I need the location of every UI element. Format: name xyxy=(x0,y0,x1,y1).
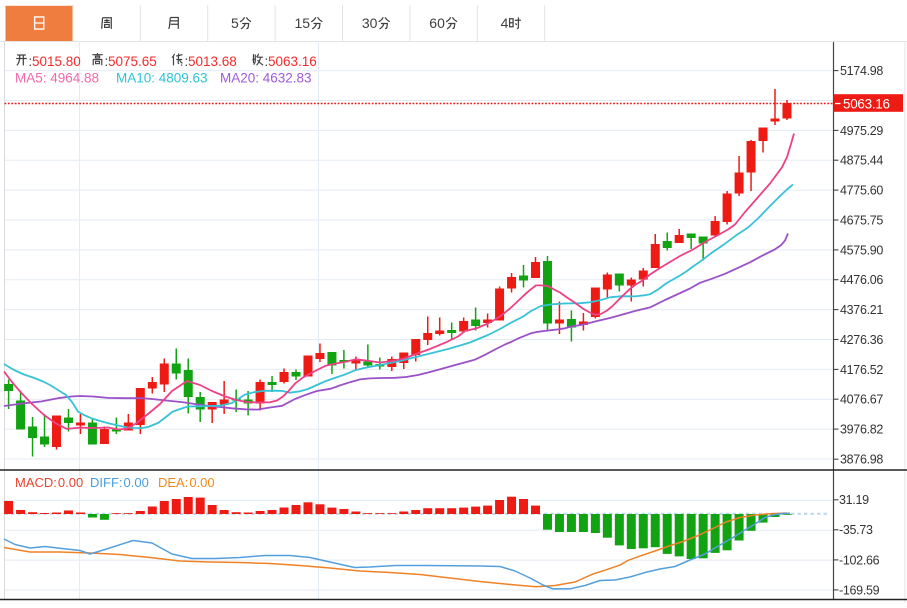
svg-text::: : xyxy=(105,54,109,69)
svg-text:60: 60 xyxy=(429,15,445,31)
svg-text::: : xyxy=(265,54,269,69)
svg-text:4875.44: 4875.44 xyxy=(840,154,883,168)
svg-text:5174.98: 5174.98 xyxy=(840,64,883,78)
svg-text:5063.16: 5063.16 xyxy=(268,54,317,69)
svg-text:DIFF:0.00: DIFF:0.00 xyxy=(90,475,149,490)
svg-text:4575.90: 4575.90 xyxy=(840,243,883,257)
svg-text:4276.36: 4276.36 xyxy=(840,333,883,347)
svg-text::: : xyxy=(185,54,189,69)
svg-text:MA10: 4809.63: MA10: 4809.63 xyxy=(116,70,208,85)
svg-text:3976.82: 3976.82 xyxy=(840,423,883,437)
svg-text:3876.98: 3876.98 xyxy=(840,453,883,467)
svg-text:5063.16: 5063.16 xyxy=(843,96,890,111)
svg-text:4775.60: 4775.60 xyxy=(840,184,883,198)
svg-text:-102.66: -102.66 xyxy=(839,553,880,567)
svg-text:4675.75: 4675.75 xyxy=(840,213,883,227)
svg-text:31.19: 31.19 xyxy=(839,493,869,507)
svg-text:MA20: 4632.83: MA20: 4632.83 xyxy=(220,70,312,85)
svg-text:4: 4 xyxy=(501,15,509,31)
svg-text:15: 15 xyxy=(295,15,311,31)
svg-text:MA5: 4964.88: MA5: 4964.88 xyxy=(15,70,99,85)
svg-text:-35.73: -35.73 xyxy=(839,523,873,537)
svg-text:4476.06: 4476.06 xyxy=(840,273,883,287)
svg-text::: : xyxy=(29,54,33,69)
svg-text:5015.80: 5015.80 xyxy=(32,54,81,69)
svg-text:5013.68: 5013.68 xyxy=(188,54,237,69)
svg-text:DEA:0.00: DEA:0.00 xyxy=(158,475,215,490)
svg-text:4076.67: 4076.67 xyxy=(840,393,883,407)
svg-text:4176.52: 4176.52 xyxy=(840,363,883,377)
svg-text:MACD:0.00: MACD:0.00 xyxy=(15,475,83,490)
svg-text:5: 5 xyxy=(231,15,239,31)
svg-text:4376.21: 4376.21 xyxy=(840,303,883,317)
svg-text:4975.29: 4975.29 xyxy=(840,124,883,138)
svg-text:30: 30 xyxy=(362,15,378,31)
svg-text:-169.59: -169.59 xyxy=(839,583,880,597)
svg-text:5075.65: 5075.65 xyxy=(108,54,157,69)
